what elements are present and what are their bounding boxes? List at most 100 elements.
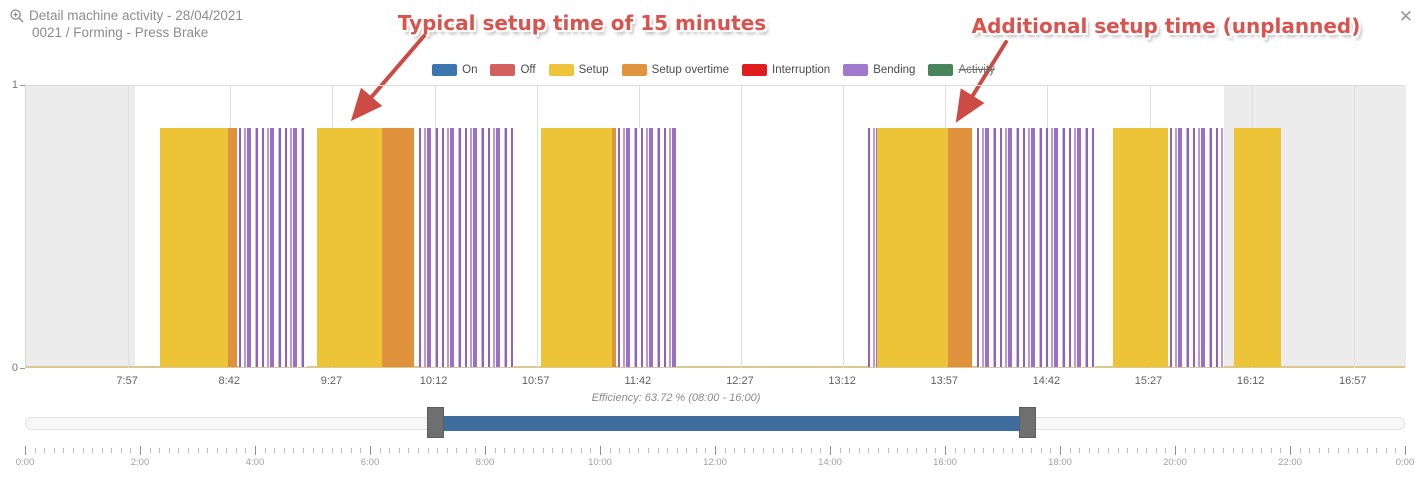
ruler-tick [446, 448, 448, 453]
segment-setup[interactable] [1113, 128, 1168, 367]
ruler-tick [877, 448, 879, 453]
ruler-tick [1376, 448, 1378, 453]
ruler-tick [1261, 448, 1263, 453]
ruler-tick [887, 448, 889, 453]
ruler-tick [207, 448, 209, 453]
ruler-tick [513, 448, 515, 453]
ruler-tick [609, 448, 611, 453]
chart-legend: On Off Setup Setup overtime Interruption Bend… [0, 64, 1427, 76]
segment-bending[interactable] [977, 128, 1096, 367]
ruler-tick [667, 448, 669, 453]
legend-swatch-bending [843, 64, 869, 76]
ruler-tick [830, 446, 831, 455]
segment-setup-overtime[interactable] [947, 128, 973, 367]
ruler-tick [1165, 448, 1167, 453]
segment-bending[interactable] [1169, 128, 1225, 367]
legend-swatch-on [432, 64, 458, 76]
ruler-tick [264, 448, 266, 453]
ruler-tick [638, 448, 640, 453]
ruler-label: 6:00 [360, 457, 380, 468]
legend-item-on[interactable]: On [432, 64, 477, 76]
ruler-tick [92, 448, 94, 453]
ruler-tick [456, 448, 458, 453]
ruler-tick [1031, 448, 1033, 453]
ruler-tick [312, 448, 314, 453]
segment-setup-overtime[interactable] [228, 128, 238, 367]
segment-bending[interactable] [868, 128, 878, 367]
ruler-tick [1280, 448, 1282, 453]
segment-setup[interactable] [1233, 128, 1282, 367]
ruler-tick [743, 448, 745, 453]
legend-label: Activity [958, 64, 995, 76]
ruler-tick [1395, 448, 1397, 453]
range-slider-handle-right[interactable] [1018, 407, 1036, 438]
ruler-tick [53, 448, 55, 453]
ruler-tick [647, 448, 649, 453]
ruler-tick [1021, 448, 1023, 453]
segment-setup[interactable] [316, 128, 383, 367]
y-axis-label: 0 [11, 362, 18, 374]
ruler-tick [676, 448, 678, 453]
legend-swatch-setup-overtime [621, 64, 647, 76]
ruler-tick [475, 448, 477, 453]
ruler-tick [734, 448, 736, 453]
x-axis-label: 12:27 [726, 375, 754, 387]
segment-setup[interactable] [877, 128, 948, 367]
legend-label: Setup overtime [651, 64, 730, 76]
ruler-tick [72, 448, 74, 453]
x-axis-line [26, 366, 1405, 368]
legend-swatch-setup [548, 64, 574, 76]
ruler-tick [1385, 448, 1387, 453]
gridline [1353, 86, 1355, 368]
ruler-tick [120, 448, 122, 453]
ruler-tick [992, 448, 994, 453]
ruler-tick [370, 446, 371, 455]
ruler-tick [945, 446, 946, 455]
ruler-tick [1222, 448, 1224, 453]
ruler-label: 2:00 [130, 457, 150, 468]
x-axis-label: 16:12 [1236, 375, 1265, 387]
ruler-tick [178, 448, 180, 453]
ruler-tick [283, 448, 285, 453]
ruler-tick [465, 448, 467, 453]
gridline [843, 86, 845, 368]
segment-setup-overtime[interactable] [382, 128, 415, 367]
ruler-tick [130, 448, 132, 453]
gridline [740, 86, 742, 368]
ruler-tick [1194, 448, 1196, 453]
legend-label: Setup [578, 64, 609, 76]
ruler-tick [973, 448, 975, 453]
range-slider-handle-left[interactable] [426, 407, 444, 438]
x-axis-label: 9:27 [320, 375, 343, 387]
segment-setup[interactable] [159, 128, 228, 367]
close-button[interactable]: ✕ [1398, 7, 1413, 26]
ruler-tick [274, 448, 276, 453]
ruler-tick [379, 448, 381, 453]
ruler-tick [1318, 448, 1320, 453]
range-slider-selection[interactable] [435, 416, 1028, 431]
ruler-tick [983, 448, 985, 453]
ruler-tick [868, 448, 870, 453]
ruler-tick [916, 448, 918, 453]
ruler-label: 10:00 [588, 457, 612, 468]
segment-bending[interactable] [618, 128, 678, 367]
segment-setup[interactable] [541, 128, 612, 367]
legend-item-interruption[interactable]: Interruption [742, 64, 830, 76]
ruler-tick [772, 448, 774, 453]
ruler-tick [389, 448, 391, 453]
legend-label: Interruption [772, 64, 831, 76]
legend-item-bending[interactable]: Bending [843, 64, 915, 76]
legend-item-off[interactable]: Off [490, 64, 536, 76]
legend-item-setup[interactable]: Setup [548, 64, 609, 76]
legend-label: On [462, 64, 478, 76]
ruler-tick [695, 448, 697, 453]
ruler-tick [360, 448, 362, 453]
segment-setup-overtime[interactable] [611, 128, 617, 367]
legend-item-activity[interactable]: Activity [928, 64, 995, 76]
ruler-tick [427, 448, 429, 453]
segment-bending[interactable] [239, 128, 308, 367]
legend-item-setup-overtime[interactable]: Setup overtime [621, 64, 730, 76]
segment-bending[interactable] [418, 128, 514, 367]
legend-swatch-interruption [742, 64, 768, 76]
